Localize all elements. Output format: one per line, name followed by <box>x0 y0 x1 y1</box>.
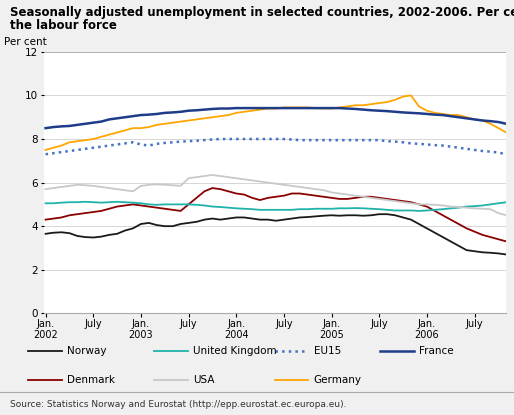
Text: the labour force: the labour force <box>10 19 117 32</box>
Text: Denmark: Denmark <box>67 375 115 385</box>
Text: Norway: Norway <box>67 346 106 356</box>
Text: Seasonally adjusted unemployment in selected countries, 2002-2006. Per cent of: Seasonally adjusted unemployment in sele… <box>10 6 514 19</box>
Text: Per cent: Per cent <box>4 37 47 46</box>
Text: Germany: Germany <box>314 375 361 385</box>
Text: France: France <box>419 346 453 356</box>
Text: Source: Statistics Norway and Eurostat (http://epp.eurostat.ec.europa.eu).: Source: Statistics Norway and Eurostat (… <box>10 400 347 409</box>
Text: USA: USA <box>193 375 214 385</box>
Text: EU15: EU15 <box>314 346 341 356</box>
Text: United Kingdom: United Kingdom <box>193 346 277 356</box>
